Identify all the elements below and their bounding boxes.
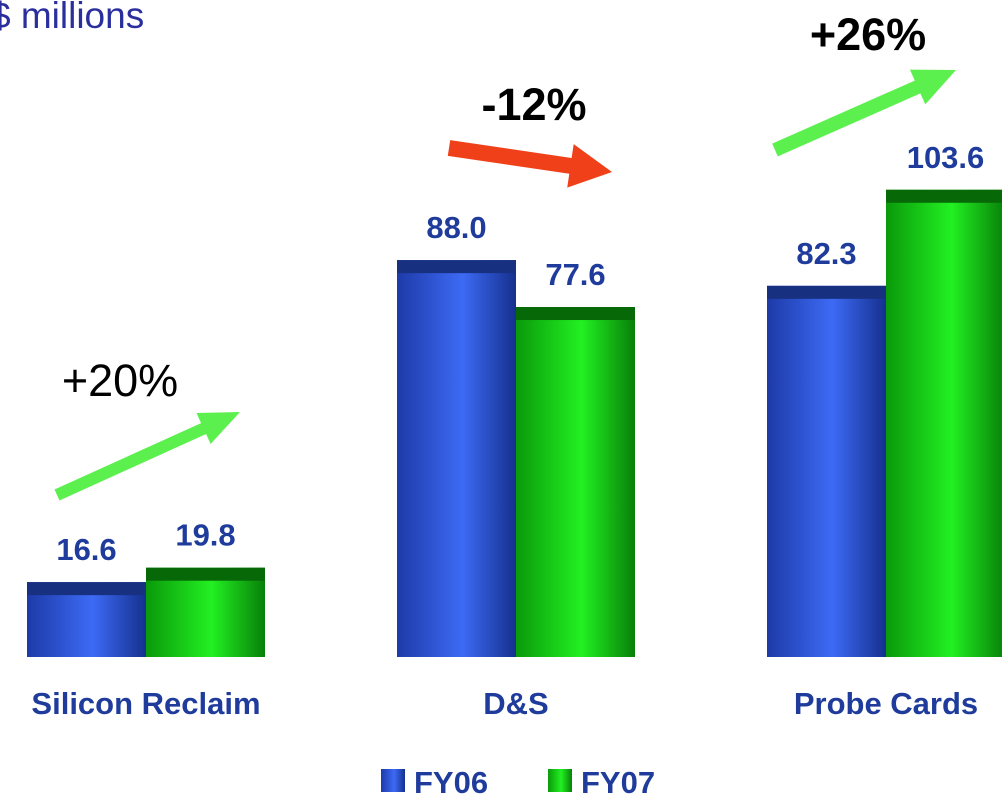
bar-cap-silicon-reclaim-fy06 [27, 582, 146, 596]
value-label-silicon-reclaim-fy07: 19.8 [175, 518, 235, 553]
value-label-probe-cards-fy06: 82.3 [796, 236, 856, 271]
legend-swatch-fy07 [548, 769, 572, 792]
category-label: D&S [483, 686, 548, 721]
bar-cap-d-s-fy07 [516, 307, 635, 321]
bar-cap-silicon-reclaim-fy07 [146, 567, 265, 581]
legend-label-fy06: FY06 [414, 765, 488, 800]
bar-cap-probe-cards-fy06 [767, 285, 886, 299]
change-label: +26% [810, 9, 926, 60]
change-arrows-layer: +20% -12% +26% [54, 9, 956, 501]
value-label-probe-cards-fy07: 103.6 [907, 140, 985, 175]
bar-probe-cards-fy06 [767, 285, 886, 657]
bar-d-s-fy07 [516, 307, 635, 657]
change-label: +20% [62, 355, 178, 406]
change-arrow-down-icon [447, 140, 612, 188]
category-labels-layer: Silicon Reclaim D&S Probe Cards [31, 686, 978, 721]
change-arrow-up-icon [54, 412, 240, 501]
legend-label-fy07: FY07 [581, 765, 655, 800]
bars-layer [27, 189, 1002, 657]
value-label-d-s-fy07: 77.6 [545, 257, 605, 292]
bar-cap-probe-cards-fy07 [886, 189, 1002, 203]
value-labels-layer: 16.6 19.8 88.0 77.6 82.3 103.6 [56, 140, 984, 567]
category-label: Silicon Reclaim [31, 686, 260, 721]
legend: FY06 FY07 [381, 765, 655, 800]
category-label: Probe Cards [794, 686, 978, 721]
change-label: -12% [481, 79, 586, 130]
units-label: $ millions [0, 0, 144, 36]
legend-swatch-fy06 [381, 769, 405, 792]
value-label-silicon-reclaim-fy06: 16.6 [56, 532, 116, 567]
bar-d-s-fy06 [397, 260, 516, 657]
change-arrow-up-icon [772, 69, 956, 157]
bar-silicon-reclaim-fy07 [146, 567, 265, 657]
bar-cap-d-s-fy06 [397, 260, 516, 274]
value-label-d-s-fy06: 88.0 [426, 210, 486, 245]
bar-probe-cards-fy07 [886, 189, 1002, 657]
